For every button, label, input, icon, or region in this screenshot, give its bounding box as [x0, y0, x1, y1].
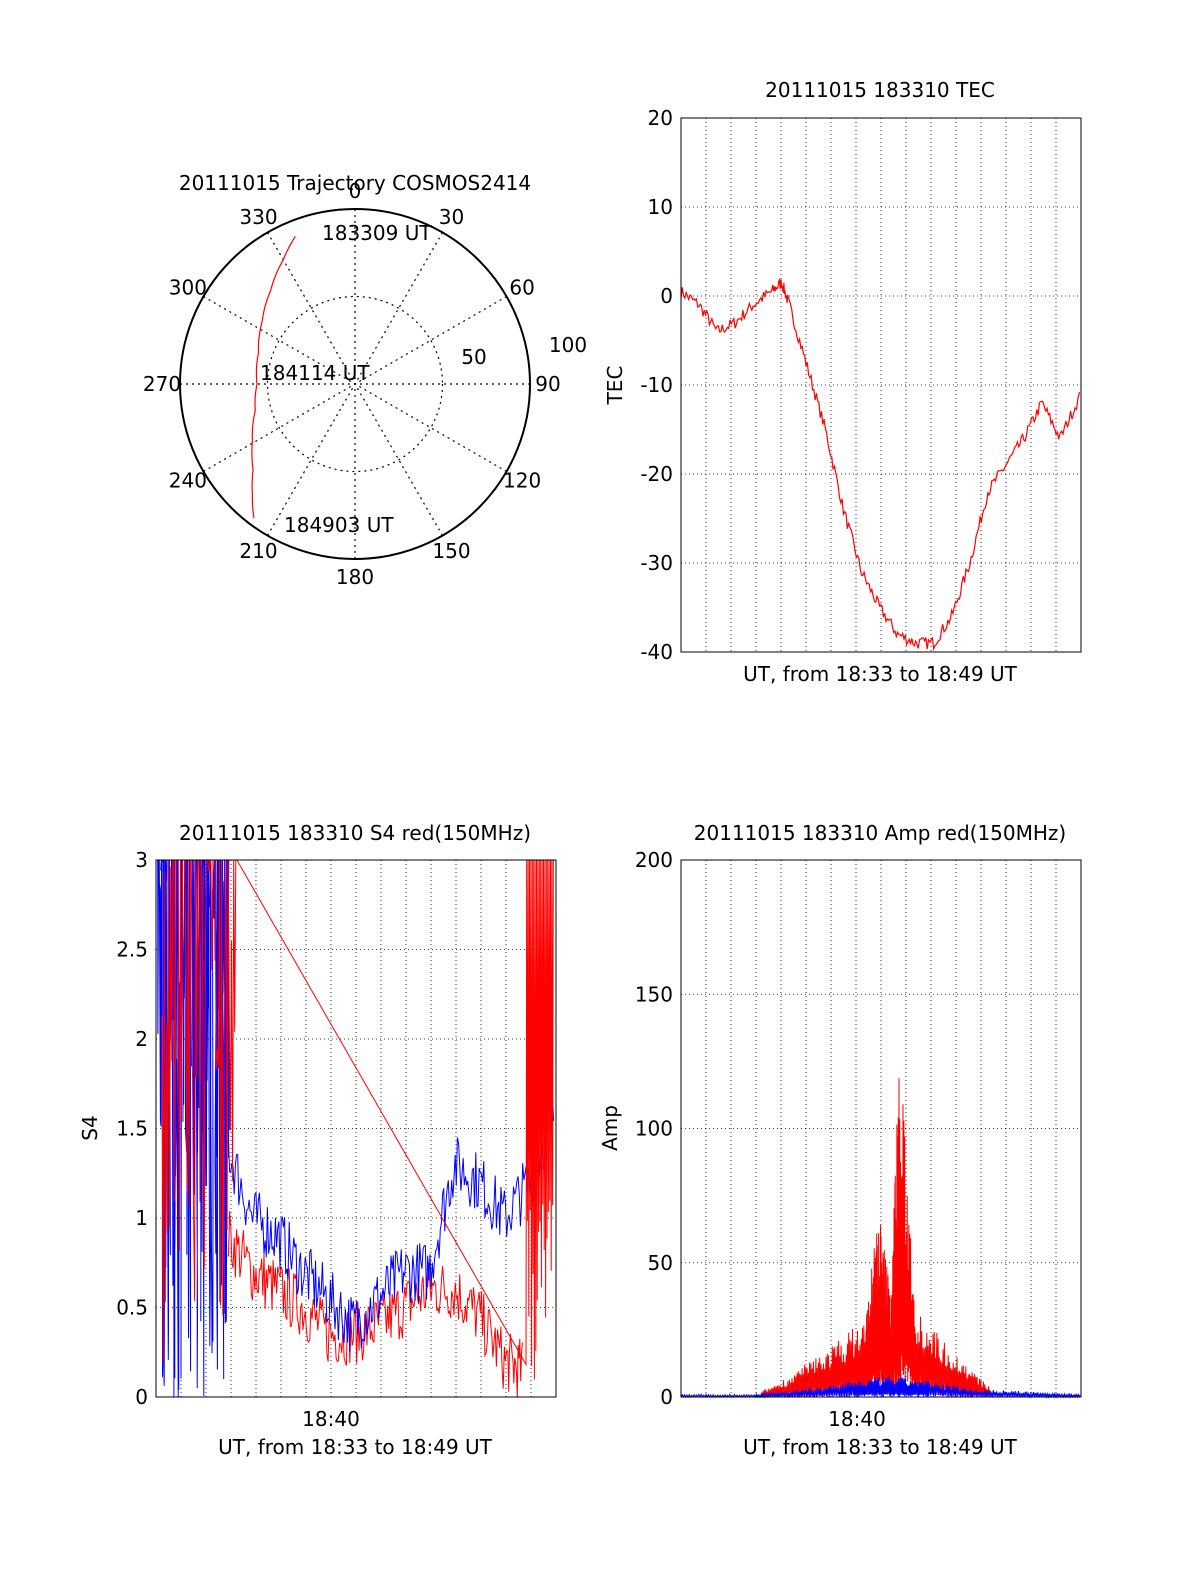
s4-y-tick-label: 0	[135, 1385, 148, 1409]
azimuth-labels: 0 30 60 90 120 150 180 210 240 270 300 3…	[143, 179, 561, 589]
amp-panel: 20111015 183310 Amp red(150MHz) 200 150 10…	[598, 821, 1082, 1459]
amp-y-tick-label: 100	[635, 1117, 673, 1141]
s4-blue-series	[227, 1096, 555, 1352]
trajectory-end-label: 184903 UT	[284, 513, 394, 537]
azimuth-label: 90	[535, 372, 560, 396]
polar-ring-50	[266, 295, 444, 473]
amp-y-tick-label: 200	[635, 848, 673, 872]
amp-y-tick-label: 150	[635, 982, 673, 1006]
s4-x-label: UT, from 18:33 to 18:49 UT	[218, 1435, 493, 1459]
amp-y-tick-label: 0	[660, 1385, 673, 1409]
tec-x-label: UT, from 18:33 to 18:49 UT	[743, 662, 1018, 686]
s4-red-series	[227, 1211, 523, 1398]
amp-y-label: Amp	[598, 1105, 622, 1151]
amp-red-series	[760, 1078, 992, 1398]
s4-y-tick-label: 1.5	[116, 1117, 148, 1141]
trajectory-start-label: 183309 UT	[322, 221, 432, 245]
azimuth-label: 270	[143, 372, 181, 396]
azimuth-label: 210	[239, 539, 277, 563]
trajectory-title: 20111015 Trajectory COSMOS2414	[179, 171, 531, 195]
tec-y-tick-label: 0	[660, 284, 673, 308]
trajectory-line	[251, 235, 296, 519]
azimuth-label: 60	[509, 276, 534, 300]
tec-grid	[681, 118, 1081, 652]
azimuth-label: 120	[503, 469, 541, 493]
s4-y-ticks: 3 2.5 2 1.5 1 0.5 0	[116, 848, 148, 1409]
azimuth-label: 330	[239, 205, 277, 229]
tec-panel: 20111015 183310 TEC 20 10 0 -10 -20 -30 -40 TE…	[603, 78, 1082, 686]
tec-y-label: TEC	[603, 366, 627, 406]
amp-x-tick-label: 18:40	[828, 1407, 886, 1431]
amp-blue-series	[680, 1376, 1081, 1399]
s4-panel: 20111015 183310 S4 red(150MHz) 3 2.5 2 1.5 1…	[78, 821, 557, 1459]
s4-y-tick-label: 2	[135, 1027, 148, 1051]
polar-grid	[180, 209, 530, 559]
azimuth-label: 300	[169, 276, 207, 300]
amp-x-label: UT, from 18:33 to 18:49 UT	[743, 1435, 1018, 1459]
s4-y-tick-label: 0.5	[116, 1296, 148, 1320]
tec-y-tick-label: 20	[648, 106, 673, 130]
tec-y-tick-label: -10	[640, 373, 673, 397]
tec-y-tick-label: -30	[640, 551, 673, 575]
tec-series	[680, 277, 1081, 652]
radial-label: 50	[461, 345, 486, 369]
s4-y-label: S4	[78, 1115, 102, 1140]
azimuth-label: 240	[169, 469, 207, 493]
tec-y-tick-label: -40	[640, 640, 673, 664]
amp-y-ticks: 200 150 100 50 0	[635, 848, 673, 1409]
s4-red-noise	[161, 859, 554, 1380]
s4-axes-frame	[155, 859, 557, 1398]
s4-x-tick-label: 18:40	[302, 1407, 360, 1431]
s4-y-tick-label: 3	[135, 848, 148, 872]
azimuth-label: 180	[336, 565, 374, 589]
azimuth-label: 150	[432, 539, 470, 563]
trajectory-panel: 20111015 Trajectory COSMOS2414 0 30 60 9…	[143, 171, 587, 589]
azimuth-label: 0	[349, 179, 362, 203]
tec-y-tick-label: -20	[640, 462, 673, 486]
s4-y-tick-label: 2.5	[116, 938, 148, 962]
trajectory-mid-label: 184114 UT	[260, 361, 370, 385]
amp-title: 20111015 183310 Amp red(150MHz)	[694, 821, 1066, 845]
tec-y-tick-label: 10	[648, 195, 673, 219]
polar-spoke	[266, 232, 444, 536]
tec-y-ticks: 20 10 0 -10 -20 -30 -40	[640, 106, 673, 664]
s4-title: 20111015 183310 S4 red(150MHz)	[179, 821, 531, 845]
tec-title: 20111015 183310 TEC	[765, 78, 995, 102]
tec-axes-frame	[680, 117, 1082, 653]
s4-y-tick-label: 1	[135, 1206, 148, 1230]
polar-outer-ring	[179, 208, 531, 560]
azimuth-label: 30	[439, 205, 464, 229]
amp-y-tick-label: 50	[648, 1251, 673, 1275]
radial-label: 100	[549, 333, 587, 357]
amp-axes-frame	[680, 859, 1082, 1398]
